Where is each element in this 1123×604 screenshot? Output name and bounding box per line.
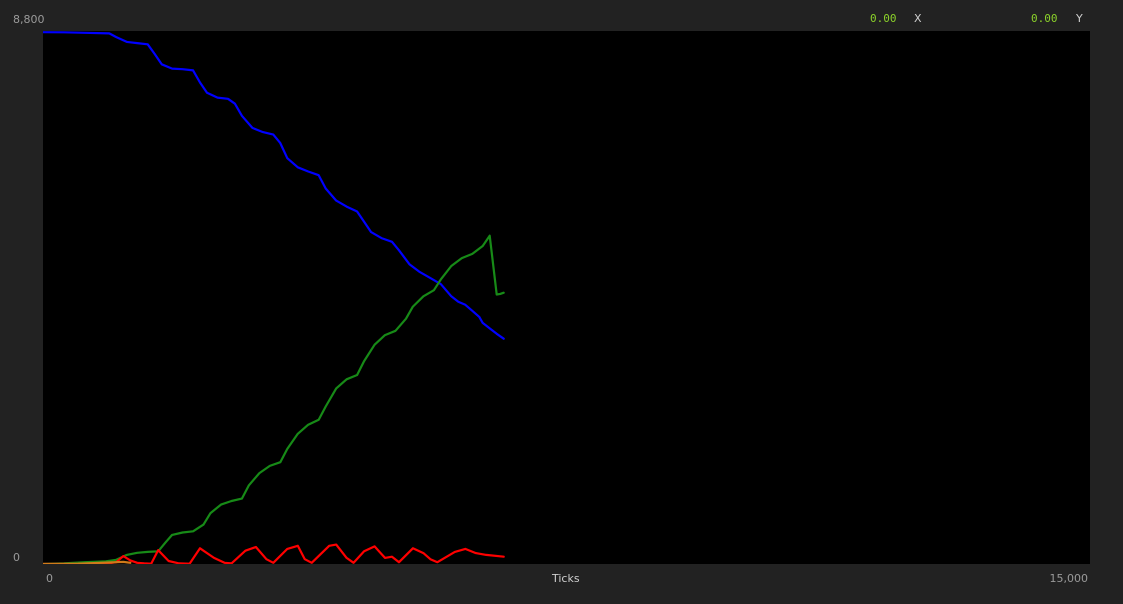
series-line-3 — [43, 543, 505, 564]
x-axis-title: Ticks — [552, 572, 580, 585]
y-readout-label: Y — [1076, 12, 1083, 25]
series-line-2 — [43, 234, 505, 564]
y-axis-max-label: 8,800 — [13, 13, 45, 26]
x-axis-min-label: 0 — [46, 572, 53, 585]
plot-canvas — [43, 31, 505, 564]
x-readout-value: 0.00 — [870, 12, 897, 25]
y-readout-value: 0.00 — [1031, 12, 1058, 25]
series-line-4 — [43, 560, 132, 564]
y-axis-min-label: 0 — [13, 551, 20, 564]
series-line-1 — [43, 31, 505, 340]
x-axis-max-label: 15,000 — [1049, 572, 1089, 585]
plot-area[interactable] — [43, 31, 1090, 564]
x-readout-label: X — [914, 12, 922, 25]
